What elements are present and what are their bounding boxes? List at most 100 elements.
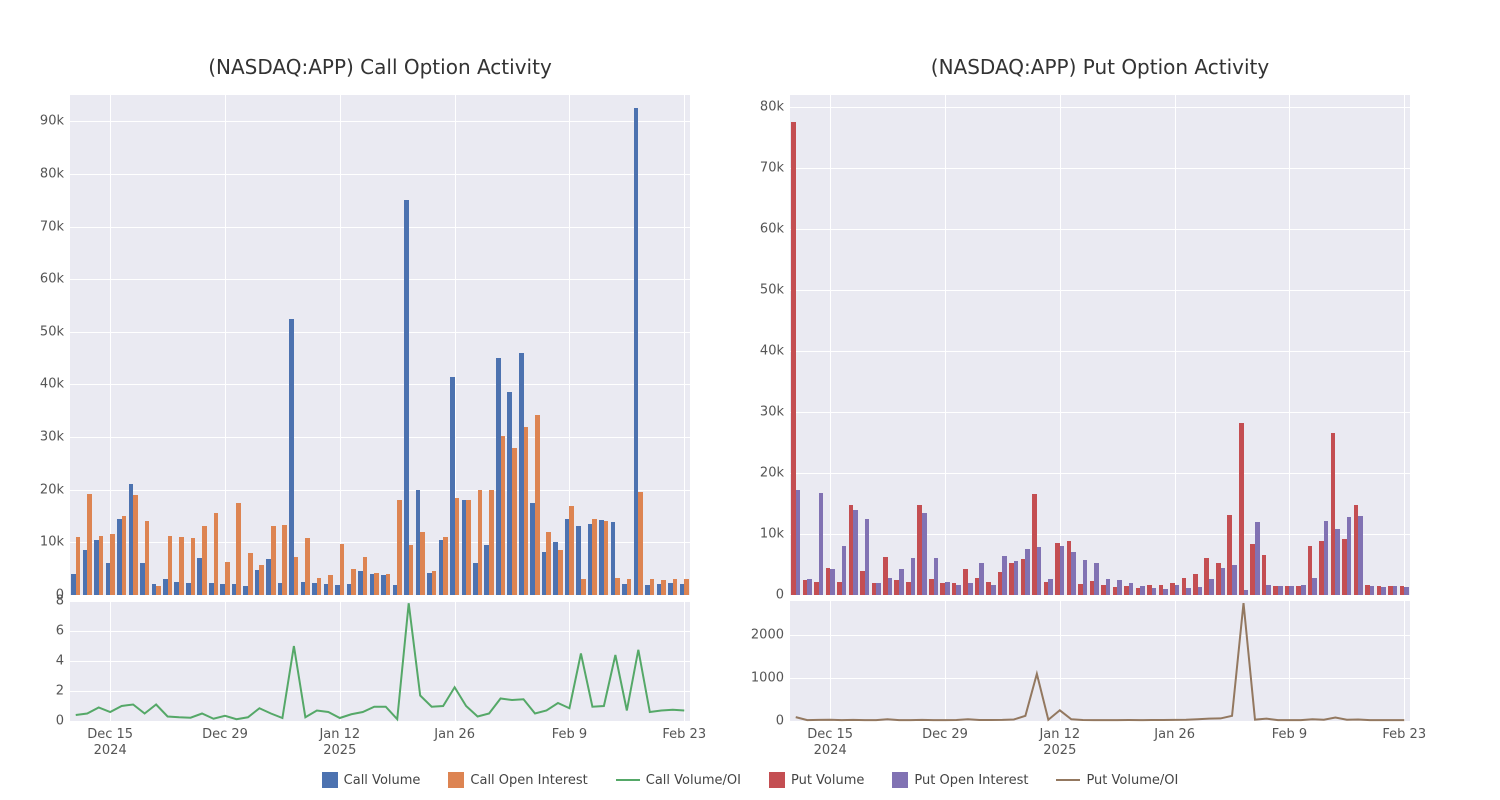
ytick-label: 70k (760, 161, 790, 176)
ytick-label: 50k (760, 283, 790, 298)
bar-secondary (374, 573, 379, 595)
bar-secondary (386, 574, 391, 595)
bar-secondary (145, 521, 150, 595)
legend-item: Put Open Interest (892, 772, 1028, 788)
ytick-label: 10k (760, 527, 790, 542)
ytick-label: 60k (40, 272, 70, 287)
ytick-label: 80k (760, 100, 790, 115)
xtick-label: Jan 122025 (1039, 721, 1080, 758)
bar-secondary (991, 585, 996, 595)
bar-secondary (1163, 589, 1168, 595)
bar-secondary (1232, 565, 1237, 595)
ytick-label: 4 (56, 654, 70, 669)
legend-swatch-icon (322, 772, 338, 788)
xtick-label: Feb 23 (662, 721, 706, 743)
ytick-label: 2000 (751, 628, 790, 643)
legend-label: Put Volume/OI (1086, 773, 1178, 788)
bar-secondary (934, 558, 939, 595)
bar-secondary (1140, 586, 1145, 595)
bar-secondary (1037, 547, 1042, 595)
bar-secondary (1381, 587, 1386, 595)
bar-secondary (1255, 522, 1260, 595)
bar-secondary (99, 536, 104, 595)
bar-secondary (796, 490, 801, 595)
bar-secondary (294, 557, 299, 595)
bar-secondary (604, 521, 609, 595)
bar-secondary (501, 436, 506, 595)
bar-secondary (122, 516, 127, 595)
bar-secondary (899, 569, 904, 595)
xtick-label: Dec 152024 (87, 721, 133, 758)
xtick-label: Feb 9 (1272, 721, 1307, 743)
bar-secondary (888, 578, 893, 595)
bar-secondary (865, 519, 870, 595)
bar-secondary (420, 532, 425, 595)
bar-secondary (248, 553, 253, 595)
legend-item: Call Volume/OI (616, 773, 741, 788)
bar-secondary (807, 579, 812, 595)
bar-secondary (1175, 585, 1180, 595)
bar-secondary (305, 538, 310, 595)
bar-secondary (110, 534, 115, 595)
bar-secondary (1244, 590, 1249, 595)
ytick-label: 50k (40, 324, 70, 339)
bar-secondary (842, 546, 847, 595)
bar-secondary (650, 579, 655, 595)
bar-secondary (282, 525, 287, 595)
bar-secondary (259, 565, 264, 595)
ytick-label: 10k (40, 535, 70, 550)
ytick-label: 20k (760, 466, 790, 481)
bar-secondary (627, 579, 632, 595)
bar-secondary (1289, 586, 1294, 595)
legend-swatch-icon (448, 772, 464, 788)
bar-secondary (455, 498, 460, 595)
legend-item: Put Volume/OI (1056, 773, 1178, 788)
bar-secondary (615, 578, 620, 595)
call-chart-title: (NASDAQ:APP) Call Option Activity (70, 55, 690, 79)
bar-secondary (558, 550, 563, 595)
bar-secondary (1324, 521, 1329, 595)
bar-secondary (214, 513, 219, 595)
legend-swatch-icon (892, 772, 908, 788)
bar-secondary (1106, 579, 1111, 595)
bar-secondary (1083, 560, 1088, 595)
bar-secondary (1358, 516, 1363, 595)
ytick-label: 30k (40, 430, 70, 445)
legend-label: Call Volume/OI (646, 773, 741, 788)
ytick-label: 0 (776, 714, 790, 729)
bar-secondary (363, 557, 368, 595)
bar-secondary (968, 583, 973, 595)
bar-secondary (202, 526, 207, 595)
bar-secondary (1301, 585, 1306, 595)
bar-secondary (179, 537, 184, 595)
bar-secondary (956, 585, 961, 595)
bar-secondary (569, 506, 574, 595)
xtick-label: Dec 152024 (807, 721, 853, 758)
bar-secondary (317, 578, 322, 595)
ytick-label: 0 (56, 714, 70, 729)
bar-secondary (432, 571, 437, 595)
bar-secondary (236, 503, 241, 595)
bar-secondary (1370, 586, 1375, 595)
ytick-label: 8 (56, 594, 70, 609)
bar-secondary (478, 490, 483, 595)
bar-secondary (1129, 583, 1134, 595)
ytick-label: 80k (40, 166, 70, 181)
call-bar-plot: 010k20k30k40k50k60k70k80k90k (70, 95, 690, 595)
bar-secondary (512, 448, 517, 595)
bar-secondary (156, 586, 161, 595)
bar-secondary (1094, 563, 1099, 595)
ytick-label: 30k (760, 405, 790, 420)
bar-secondary (1025, 549, 1030, 595)
ytick-label: 1000 (751, 671, 790, 686)
legend-label: Put Open Interest (914, 773, 1028, 788)
legend-item: Call Open Interest (448, 772, 587, 788)
bar-secondary (1014, 561, 1019, 595)
bar-secondary (853, 510, 858, 595)
bar-secondary (1404, 587, 1409, 595)
bar-secondary (87, 494, 92, 595)
legend-item: Call Volume (322, 772, 421, 788)
bar-secondary (409, 545, 414, 595)
bar-secondary (546, 532, 551, 595)
ytick-label: 90k (40, 114, 70, 129)
